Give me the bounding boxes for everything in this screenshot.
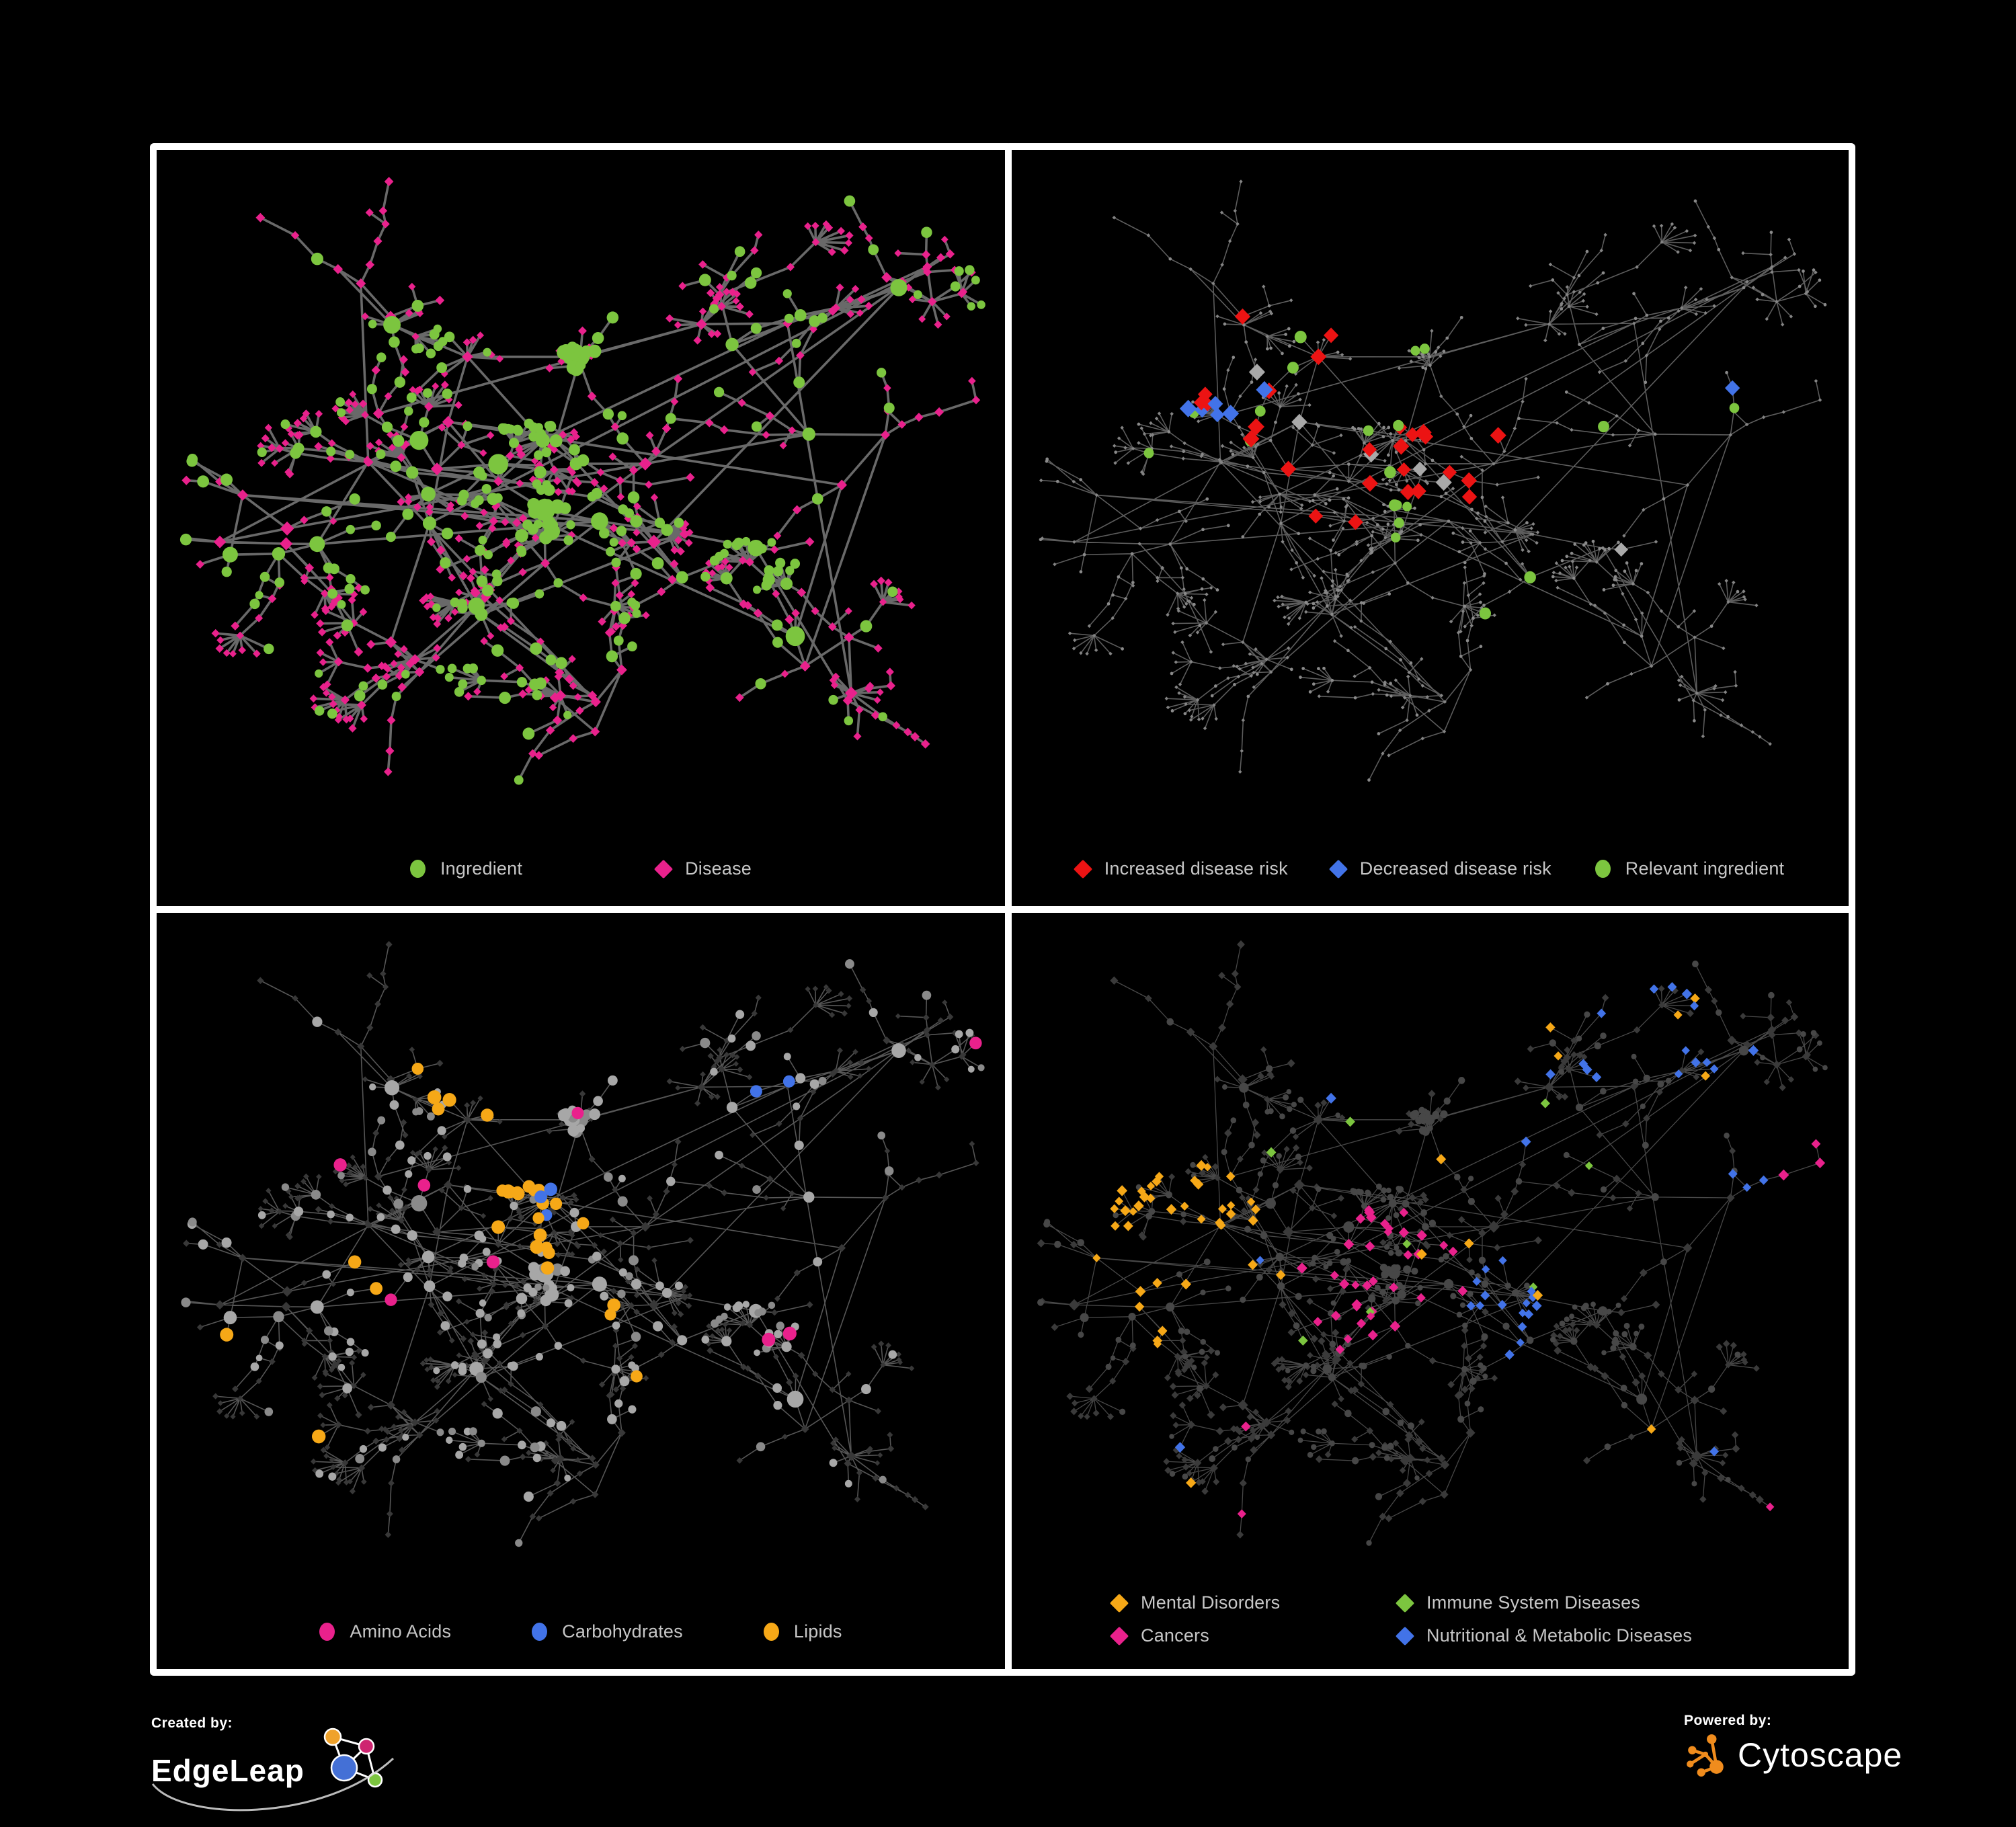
- legend-ingredient-disease: Ingredient Disease: [157, 858, 1005, 879]
- legend-label: Disease: [685, 858, 752, 879]
- cytoscape-wordmark: Cytoscape: [1738, 1736, 1903, 1774]
- legend-item-cancers: Cancers: [1109, 1625, 1398, 1646]
- legend-label: Increased disease risk: [1104, 858, 1288, 879]
- mental-disorders-swatch-icon: [1109, 1593, 1129, 1613]
- legend-label: Cancers: [1141, 1625, 1209, 1646]
- legend-label: Nutritional & Metabolic Diseases: [1426, 1625, 1693, 1646]
- immune-system-diseases-swatch-icon: [1395, 1593, 1415, 1613]
- network-graph-ingredient-disease: [179, 177, 985, 785]
- decreased-risk-swatch-icon: [1328, 859, 1348, 879]
- lipids-swatch-icon: [763, 1623, 779, 1641]
- disease-swatch-icon: [653, 859, 674, 879]
- carbohydrates-swatch-icon: [532, 1623, 548, 1641]
- amino-acids-swatch-icon: [319, 1623, 335, 1641]
- nutritional-metabolic-diseases-swatch-icon: [1395, 1626, 1415, 1646]
- legend-nutrient-classes: Amino Acids Carbohydrates Lipids: [157, 1621, 1005, 1642]
- legend-label: Carbohydrates: [562, 1621, 683, 1641]
- legend-item-relevant-ingredient: Relevant ingredient: [1595, 858, 1784, 879]
- legend-label: Lipids: [793, 1621, 842, 1641]
- legend-item-carbohydrates: Carbohydrates: [532, 1621, 683, 1642]
- legend-label: Relevant ingredient: [1625, 858, 1785, 879]
- legend-item-decreased-risk: Decreased disease risk: [1328, 858, 1551, 879]
- legend-item-amino-acids: Amino Acids: [319, 1621, 451, 1642]
- legend-item-ingredient: Ingredient: [409, 858, 523, 879]
- legend-item-lipids: Lipids: [763, 1621, 842, 1642]
- legend-item-immune-system-diseases: Immune System Diseases: [1395, 1592, 1692, 1613]
- legend-disease-categories: Mental Disorders Immune System Diseases …: [1109, 1592, 1693, 1646]
- edgeleap-logo-icon: [323, 1728, 383, 1788]
- legend-item-increased-risk: Increased disease risk: [1073, 858, 1288, 879]
- legend-label: Amino Acids: [350, 1621, 452, 1641]
- legend-item-mental-disorders: Mental Disorders: [1109, 1592, 1398, 1613]
- edgeleap-wordmark: EdgeLeap: [151, 1753, 305, 1788]
- relevant-ingredient-swatch-icon: [1595, 860, 1611, 878]
- legend-label: Ingredient: [440, 858, 523, 879]
- cancers-swatch-icon: [1109, 1626, 1129, 1646]
- panel-nutrient-classes: Amino Acids Carbohydrates Lipids: [150, 906, 1012, 1676]
- powered-by-label: Powered by:: [1684, 1713, 1772, 1728]
- increased-risk-swatch-icon: [1073, 859, 1092, 879]
- ingredient-swatch-icon: [409, 860, 426, 878]
- legend-label: Immune System Diseases: [1426, 1592, 1640, 1613]
- legend-item-nutritional-metabolic-diseases: Nutritional & Metabolic Diseases: [1395, 1625, 1693, 1646]
- panel-disease-risk: Increased disease risk Decreased disease…: [1005, 143, 1855, 913]
- panel-disease-categories: Mental Disorders Immune System Diseases …: [1005, 906, 1855, 1676]
- network-graph-disease-risk: [1039, 179, 1827, 782]
- network-graph-disease-categories: [1037, 940, 1828, 1546]
- edgeleap-branding: Created by: EdgeLeap: [151, 1715, 460, 1816]
- panel-ingredient-disease: Ingredient Disease: [150, 143, 1012, 913]
- legend-label: Mental Disorders: [1141, 1592, 1281, 1613]
- legend-disease-risk: Increased disease risk Decreased disease…: [1012, 858, 1849, 879]
- network-graph-nutrient-classes: [181, 940, 985, 1547]
- legend-label: Decreased disease risk: [1359, 858, 1551, 879]
- legend-item-disease: Disease: [653, 858, 752, 879]
- cytoscape-logo-icon: [1687, 1734, 1724, 1777]
- cytoscape-branding: Powered by: Cytoscape: [1684, 1713, 2000, 1814]
- created-by-label: Created by:: [151, 1715, 233, 1731]
